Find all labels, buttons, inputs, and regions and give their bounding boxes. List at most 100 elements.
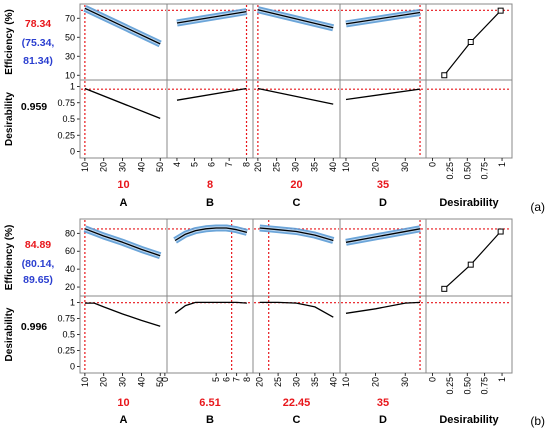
efficiency-tick-label: 40	[65, 264, 75, 274]
x-tick-label: 0	[427, 377, 437, 382]
desirability-tick-label: 0.5	[62, 114, 75, 124]
factor-name: C	[293, 197, 301, 209]
x-tick-label: 40	[136, 377, 146, 387]
desirability-panel-frame	[425, 79, 513, 159]
x-tick-label: 30	[118, 377, 128, 387]
x-tick-label: 20	[371, 377, 381, 387]
desirability-tick-label: 0.5	[62, 330, 75, 340]
efficiency-tick-label: 80	[65, 228, 75, 238]
x-tick-label: 10	[341, 377, 351, 387]
efficiency-trace-line	[345, 11, 421, 25]
x-tick-label: 0	[427, 162, 437, 167]
x-tick-label: 10	[341, 162, 351, 172]
desirability-panel-frame	[252, 79, 341, 159]
desirability-function-marker	[441, 285, 448, 292]
efficiency-trace-line	[345, 228, 421, 243]
factor-setting-value: 6.51	[199, 397, 220, 409]
x-tick-label: 7	[224, 162, 234, 167]
x-tick-label: 20	[99, 162, 109, 172]
x-tick-label: 0.25	[445, 162, 455, 180]
desirability-function-line	[443, 231, 502, 290]
predicted-efficiency-value: 84.89	[25, 239, 51, 251]
x-tick-label: 6	[207, 162, 217, 167]
desirability-tick-label: 1	[70, 297, 75, 307]
efficiency-trace-line	[84, 228, 161, 257]
efficiency-tick-label: 10	[65, 70, 75, 80]
desirability-trace-line	[259, 301, 334, 318]
factor-name: A	[120, 197, 128, 209]
desirability-axis-title: Desirability	[4, 307, 15, 361]
efficiency-tick-label: 70	[65, 13, 75, 23]
desirability-tick-label: 0.75	[57, 313, 75, 323]
efficiency-tick-label: 30	[65, 51, 75, 61]
x-tick-label: 25	[272, 162, 282, 172]
desirability-tick-label: 0	[70, 362, 75, 372]
x-tick-label: 50	[155, 377, 165, 387]
x-tick-label: 40	[136, 162, 146, 172]
x-tick-label: 7	[232, 377, 242, 382]
x-tick-label: 35	[309, 162, 319, 172]
factor-setting-value: 20	[290, 179, 302, 191]
factor-setting-value: 10	[117, 179, 129, 191]
x-tick-label: 1	[497, 377, 507, 382]
desirability-panel-frame	[425, 295, 513, 374]
desirability-tick-label: 0	[70, 147, 75, 157]
confidence-interval-line1: (75.34,	[22, 37, 55, 49]
subfigure-label: (a)	[530, 200, 545, 214]
desirability-trace-line	[84, 302, 161, 327]
confidence-interval-line1: (80.14,	[22, 258, 55, 270]
desirability-trace-line	[345, 88, 421, 101]
factor-name: B	[206, 414, 214, 426]
x-tick-label: 0.50	[462, 377, 472, 395]
desirability-trace-line	[84, 87, 161, 120]
x-tick-label: 0.25	[445, 377, 455, 395]
x-tick-label: 25	[273, 377, 283, 387]
x-tick-label: 30	[118, 162, 128, 172]
efficiency-tick-label: 20	[65, 282, 75, 292]
efficiency-trace-line	[176, 10, 247, 24]
desirability-tick-label: 0.25	[57, 130, 75, 140]
desirability-trace-line	[257, 87, 334, 105]
desirability-axis-title: Desirability	[4, 92, 15, 146]
x-tick-label: 10	[80, 377, 90, 387]
x-tick-label: 4	[172, 162, 182, 167]
factor-name: A	[120, 414, 128, 426]
factor-name: B	[206, 197, 214, 209]
x-tick-label: 20	[99, 377, 109, 387]
desirability-tick-label: 0.75	[57, 98, 75, 108]
x-tick-label: 5	[211, 377, 221, 382]
x-tick-label: 6	[221, 377, 231, 382]
x-tick-label: 8	[242, 162, 252, 167]
factor-setting-value: 22.45	[283, 397, 311, 409]
x-tick-label: 30	[292, 377, 302, 387]
desirability-function-marker	[467, 39, 474, 45]
factor-setting-value: 10	[117, 397, 129, 409]
x-tick-label: 35	[310, 377, 320, 387]
desirability-value: 0.959	[21, 101, 47, 113]
efficiency-axis-title: Efficiency (%)	[4, 9, 15, 75]
x-tick-label: 1	[497, 162, 507, 167]
desirability-value: 0.996	[21, 321, 47, 333]
efficiency-axis-title: Efficiency (%)	[4, 225, 15, 291]
x-tick-label: 40	[328, 377, 338, 387]
efficiency-trace-line	[257, 9, 334, 29]
x-tick-label: 0.75	[480, 162, 490, 180]
desirability-tick-label: 1	[70, 82, 75, 92]
desirability-function-marker	[467, 261, 474, 268]
desirability-tick-label: 0.25	[57, 346, 75, 356]
factor-name: C	[293, 414, 301, 426]
desirability-trace-line	[174, 301, 247, 314]
x-tick-label: 30	[400, 162, 410, 172]
desirability-function-marker	[497, 7, 504, 14]
efficiency-trace-line	[174, 227, 248, 242]
efficiency-trace-line	[259, 227, 334, 242]
desirability-function-marker	[441, 72, 448, 79]
desirability-panel-name: Desirability	[439, 197, 499, 209]
desirability-panel-name: Desirability	[439, 414, 499, 426]
x-tick-label: 50	[155, 162, 165, 172]
x-tick-label: 40	[328, 162, 338, 172]
x-tick-label: 20	[371, 162, 381, 172]
x-tick-label: 20	[255, 377, 265, 387]
desirability-panel-frame	[166, 295, 254, 374]
